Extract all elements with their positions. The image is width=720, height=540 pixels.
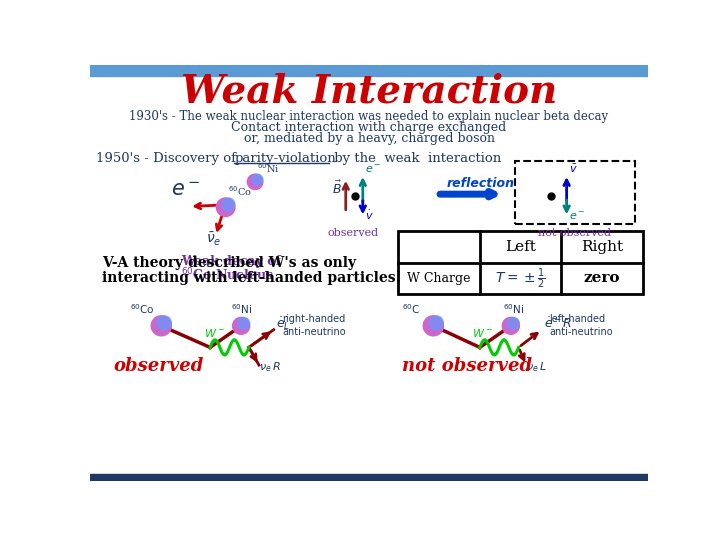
Text: by the  weak  interaction: by the weak interaction — [330, 152, 502, 165]
Text: $^{60}$Co Nucleus: $^{60}$Co Nucleus — [181, 267, 274, 283]
Text: $\dot{e}_L$: $\dot{e}_L$ — [276, 315, 290, 332]
Text: observed: observed — [328, 228, 379, 238]
Text: Weak decay of: Weak decay of — [181, 255, 282, 268]
Text: Contact interaction with charge exchanged: Contact interaction with charge exchange… — [231, 122, 507, 134]
Text: reflection: reflection — [446, 177, 515, 190]
Text: $\dot{v}$: $\dot{v}$ — [365, 209, 374, 222]
Text: $\bar{\nu}_e$: $\bar{\nu}_e$ — [206, 231, 222, 248]
Text: $^{60}$Co: $^{60}$Co — [130, 302, 155, 316]
Circle shape — [429, 316, 444, 330]
Circle shape — [157, 316, 171, 330]
Text: 1930's - The weak nuclear interaction was needed to explain nuclear beta decay: 1930's - The weak nuclear interaction wa… — [130, 110, 608, 123]
Text: or, mediated by a heavy, charged boson: or, mediated by a heavy, charged boson — [243, 132, 495, 145]
Text: $\nu_e\,R$: $\nu_e\,R$ — [259, 361, 281, 374]
Text: not observed: not observed — [538, 228, 611, 238]
Text: $W^-$: $W^-$ — [472, 327, 493, 339]
Circle shape — [508, 318, 519, 329]
Circle shape — [423, 316, 444, 336]
Circle shape — [252, 174, 263, 185]
Text: $^{60}$Co: $^{60}$Co — [228, 185, 252, 199]
Text: Weak Interaction: Weak Interaction — [181, 73, 557, 111]
Text: $^{60}$Ni: $^{60}$Ni — [231, 302, 253, 316]
Circle shape — [233, 318, 250, 334]
Circle shape — [216, 198, 235, 217]
Text: $T=\pm\frac{1}{2}$: $T=\pm\frac{1}{2}$ — [495, 266, 546, 291]
Circle shape — [238, 318, 250, 329]
Circle shape — [503, 318, 519, 334]
Text: $e^-$: $e^-$ — [171, 181, 201, 200]
Circle shape — [248, 174, 263, 190]
Bar — [90, 65, 648, 76]
Text: 1950's - Discovery of: 1950's - Discovery of — [96, 152, 240, 165]
Text: $\dot{e}^-R$: $\dot{e}^-R$ — [544, 316, 572, 331]
Text: $^{60}$C: $^{60}$C — [402, 302, 420, 316]
Text: W Charge: W Charge — [408, 272, 471, 285]
Text: right-handed
anti-neutrino: right-handed anti-neutrino — [282, 314, 346, 336]
Text: zero: zero — [584, 272, 620, 286]
Text: $\vec{B}$: $\vec{B}$ — [332, 180, 341, 197]
Text: left-handed
anti-neutrino: left-handed anti-neutrino — [549, 314, 613, 336]
Bar — [90, 475, 648, 481]
Text: $^{60}$Ni: $^{60}$Ni — [503, 302, 524, 316]
Circle shape — [151, 316, 171, 336]
Text: $e^-$: $e^-$ — [569, 211, 585, 222]
Bar — [515, 161, 635, 224]
Text: V-A theory described W's as only: V-A theory described W's as only — [102, 256, 356, 270]
Text: not observed: not observed — [402, 357, 533, 375]
Text: Left: Left — [505, 240, 536, 254]
Text: $\nu_e\,L$: $\nu_e\,L$ — [526, 361, 547, 374]
Text: observed: observed — [113, 357, 204, 375]
Text: $^{60}$Ni: $^{60}$Ni — [256, 161, 279, 174]
Bar — [398, 231, 642, 294]
Text: $\bar{v}$: $\bar{v}$ — [569, 163, 577, 174]
Text: $W^-$: $W^-$ — [204, 327, 225, 339]
Circle shape — [222, 198, 235, 211]
Text: parity-violation: parity-violation — [234, 152, 336, 165]
Text: interacting with left-handed particles!: interacting with left-handed particles! — [102, 271, 401, 285]
Text: $e^-$: $e^-$ — [365, 164, 382, 174]
Text: Right: Right — [581, 240, 623, 254]
